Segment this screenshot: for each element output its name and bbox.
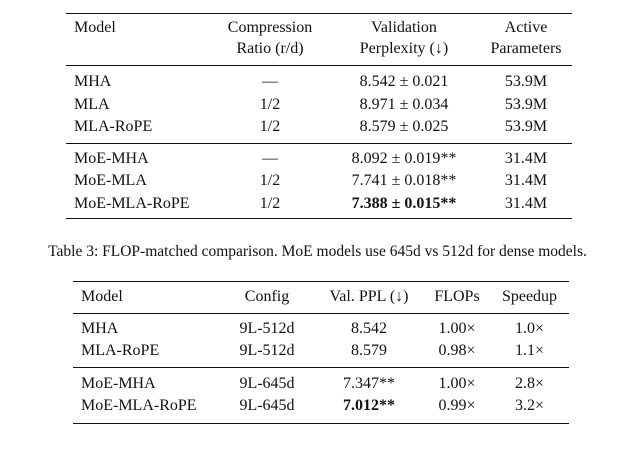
- table-row: MoE-MLA 1/2 7.741 ± 0.018** 31.4M: [66, 170, 572, 193]
- cell-model: MoE-MLA-RoPE: [81, 397, 197, 414]
- cell-speedup: 1.0×: [514, 320, 545, 337]
- cell-ppl: 7.347**: [343, 375, 395, 392]
- table-row: MoE-MHA — 8.092 ± 0.019** 31.4M: [66, 143, 572, 170]
- table-row: MLA-RoPE 1/2 8.579 ± 0.025 53.9M: [66, 116, 572, 143]
- dense-models-group: MHA 9L-512d 8.542 1.00× 1.0× MLA-RoPE 9L…: [73, 314, 569, 368]
- flop-matched-table: Model Config Val. PPL (↓) FLOPs Speedup …: [73, 281, 569, 424]
- cell-ratio: 1/2: [259, 194, 281, 212]
- cell-ppl: 8.579: [351, 342, 387, 359]
- cell-ppl: 8.579 ± 0.025: [359, 118, 449, 135]
- header-model: Model: [81, 288, 123, 305]
- cell-ratio: 1/2: [259, 95, 281, 113]
- cell-params: 31.4M: [504, 149, 548, 167]
- cell-ppl: 8.092 ± 0.019**: [351, 149, 457, 167]
- cell-params: 53.9M: [504, 73, 548, 90]
- cell-flops: 0.99×: [438, 397, 476, 414]
- cell-config: 9L-645d: [239, 397, 295, 414]
- cell-ratio: 1/2: [259, 118, 281, 135]
- cell-config: 9L-512d: [239, 342, 295, 359]
- cell-flops: 1.00×: [438, 375, 476, 392]
- table-row: MLA 1/2 8.971 ± 0.034 53.9M: [66, 94, 572, 117]
- cell-ppl: 8.542: [351, 320, 387, 337]
- header-flops: FLOPs: [434, 288, 480, 305]
- cell-ppl: 7.741 ± 0.018**: [351, 172, 457, 189]
- cell-ratio: 1/2: [259, 172, 281, 189]
- cell-flops: 0.98×: [438, 342, 476, 359]
- cell-model: MoE-MHA: [81, 375, 156, 392]
- cell-model: MoE-MLA: [74, 172, 147, 189]
- moe-models-group: MoE-MHA — 8.092 ± 0.019** 31.4M MoE-MLA …: [66, 143, 572, 219]
- header-speedup: Speedup: [501, 288, 558, 305]
- cell-model: MLA: [74, 95, 110, 113]
- cell-config: 9L-645d: [239, 375, 295, 392]
- cell-model: MHA: [74, 73, 112, 90]
- cell-ppl-best: 7.388 ± 0.015**: [351, 194, 457, 212]
- table-row: MoE-MHA 9L-645d 7.347** 1.00× 2.8×: [73, 368, 569, 396]
- header-config: Config: [244, 288, 290, 305]
- cell-ratio: —: [262, 149, 278, 167]
- dense-models-group: MHA — 8.542 ± 0.021 53.9M MLA 1/2 8.971 …: [66, 66, 572, 143]
- table-header-row: Model Compression Ratio (r/d) Validation P…: [66, 14, 572, 66]
- cell-ppl-best: 7.012**: [343, 397, 395, 414]
- cell-model: MLA-RoPE: [74, 118, 153, 135]
- cell-model: MoE-MLA-RoPE: [74, 194, 190, 212]
- cell-ppl: 8.971 ± 0.034: [359, 95, 449, 113]
- ablation-table: Model Compression Ratio (r/d) Validation P…: [66, 13, 572, 219]
- header-compression-ratio: Compression Ratio (r/d): [227, 19, 313, 57]
- cell-params: 53.9M: [504, 118, 548, 135]
- table-row: MoE-MLA-RoPE 9L-645d 7.012** 0.99× 3.2×: [73, 395, 569, 424]
- table-row: MLA-RoPE 9L-512d 8.579 0.98× 1.1×: [73, 340, 569, 368]
- cell-model: MHA: [81, 320, 119, 337]
- table-row: MHA 9L-512d 8.542 1.00× 1.0×: [73, 314, 569, 341]
- cell-ratio: —: [262, 73, 278, 90]
- cell-params: 53.9M: [504, 95, 548, 113]
- cell-speedup: 2.8×: [514, 375, 545, 392]
- header-active-parameters: Active Parameters: [490, 19, 562, 57]
- header-validation-perplexity: Validation Perplexity (↓): [359, 19, 449, 57]
- cell-speedup: 1.1×: [514, 342, 545, 359]
- table-row: MHA — 8.542 ± 0.021 53.9M: [66, 66, 572, 94]
- header-model: Model: [74, 19, 116, 36]
- cell-params: 31.4M: [504, 172, 548, 189]
- cell-config: 9L-512d: [239, 320, 295, 337]
- table-header-row: Model Config Val. PPL (↓) FLOPs Speedup: [73, 282, 569, 314]
- table-caption: Table 3: FLOP-matched comparison. MoE mo…: [48, 243, 587, 260]
- moe-models-group: MoE-MHA 9L-645d 7.347** 1.00× 2.8× MoE-M…: [73, 368, 569, 424]
- cell-ppl: 8.542 ± 0.021: [359, 73, 449, 90]
- cell-params: 31.4M: [504, 194, 548, 212]
- header-val-ppl: Val. PPL (↓): [329, 288, 409, 305]
- cell-speedup: 3.2×: [514, 397, 545, 414]
- cell-model: MLA-RoPE: [81, 342, 160, 359]
- table-row: MoE-MLA-RoPE 1/2 7.388 ± 0.015** 31.4M: [66, 193, 572, 219]
- cell-flops: 1.00×: [438, 320, 476, 337]
- cell-model: MoE-MHA: [74, 149, 149, 167]
